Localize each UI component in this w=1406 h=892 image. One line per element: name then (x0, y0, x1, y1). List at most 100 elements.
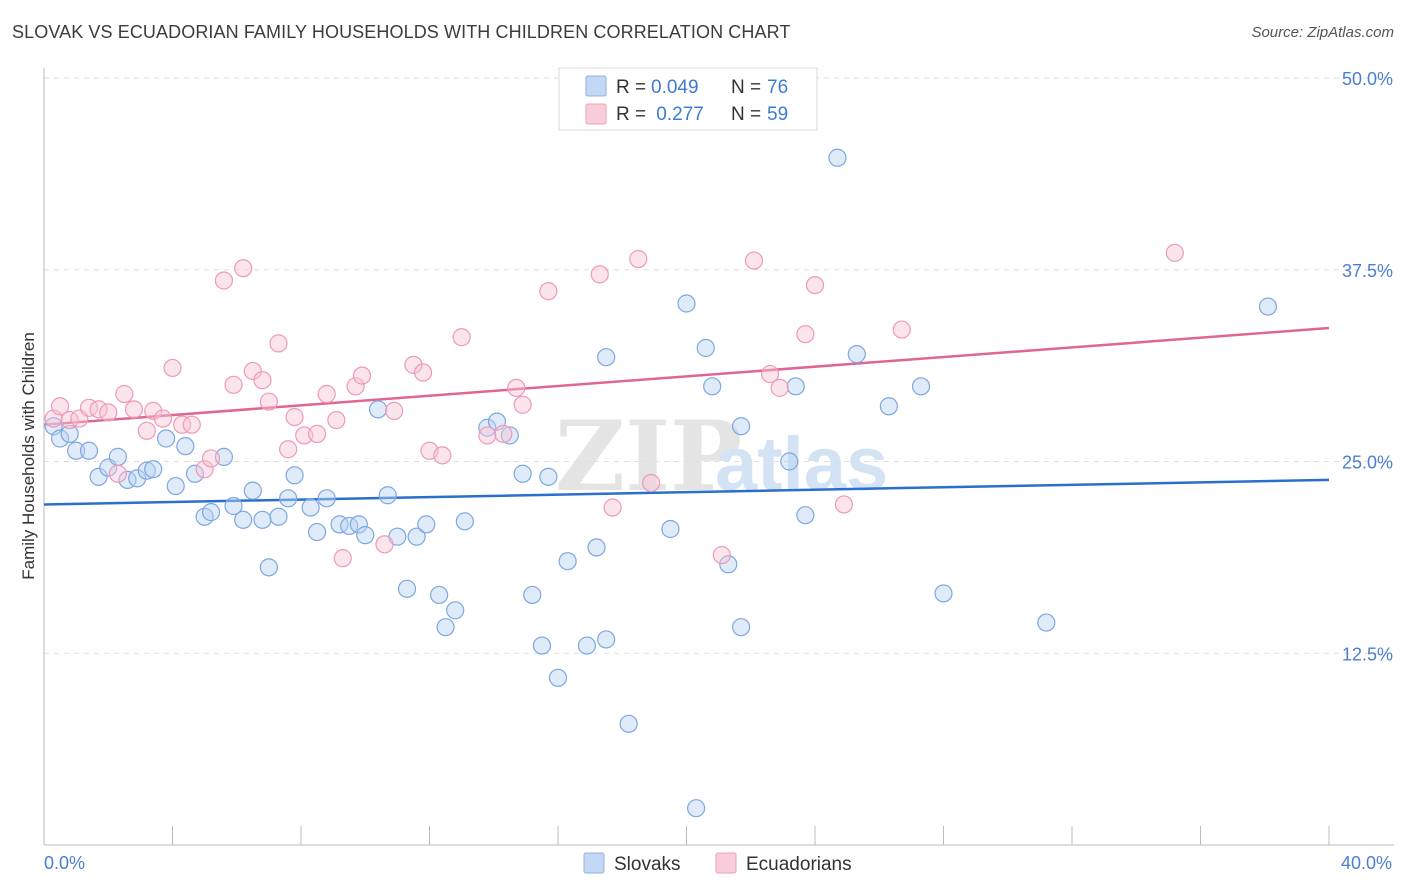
slovaks-n-value: 76 (767, 77, 788, 98)
ecuadorians-point (744, 251, 764, 270)
ecuadorians-point (404, 355, 423, 374)
slovaks-point (577, 636, 597, 655)
watermark: ZIP atlas (555, 400, 888, 513)
slovaks-point (587, 538, 606, 557)
ecuadorians-point (478, 426, 497, 445)
y-tick-label: 37.5% (1342, 261, 1393, 281)
slovaks-point (349, 515, 368, 534)
stats-legend: R = 0.049 N = 76 R = 0.277 N = 59 (558, 67, 818, 131)
slovaks-point (732, 417, 751, 436)
ecuadorians-point (712, 545, 731, 565)
slovaks-point (108, 447, 127, 466)
ecuadorians-r-label: R = (616, 104, 646, 125)
ecuadorians-point (346, 377, 365, 396)
slovaks-point (397, 579, 417, 598)
slovaks-point (677, 294, 696, 313)
x-tick-label-min: 0.0% (44, 853, 85, 873)
ecuadorians-point (163, 358, 182, 378)
slovaks-point (500, 426, 519, 445)
ecuadorians-point (144, 401, 163, 420)
ecuadorians-point (108, 464, 127, 483)
slovaks-point (661, 519, 680, 539)
slovaks-point (60, 424, 79, 443)
ecuadorians-n-label: N = (731, 104, 761, 125)
slovaks-point (224, 496, 243, 516)
ecuadorians-point (433, 446, 452, 465)
ecuadorians-point (805, 275, 825, 295)
slovaks-point (356, 526, 375, 545)
ecuadorians-point (153, 409, 172, 428)
slovaks-point (619, 714, 638, 733)
series-legend: Slovaks Ecuadorians (583, 852, 852, 875)
slovaks-point (523, 585, 542, 605)
ecuadorians-trend-line (43, 326, 1330, 426)
ecuadorians-point (50, 397, 70, 416)
ecuadorians-legend-swatch (585, 103, 607, 125)
slovaks-point (378, 486, 397, 505)
slovaks-point (269, 507, 288, 526)
slovaks-point (719, 555, 738, 574)
slovaks-bottom-label: Slovaks (614, 854, 681, 875)
y-tick-label: 25.0% (1342, 453, 1393, 473)
ecuadorians-point (629, 249, 648, 269)
slovaks-point (513, 464, 532, 483)
slovaks-point (703, 377, 722, 396)
x-tick-label-max: 40.0% (1341, 853, 1392, 873)
ecuadorians-point (642, 473, 661, 493)
ecuadorians-point (352, 366, 372, 385)
slovaks-point (532, 636, 552, 655)
ecuadorians-point (214, 271, 233, 290)
ecuadorians-point (494, 424, 513, 443)
chart-title: SLOVAK VS ECUADORIAN FAMILY HOUSEHOLDS W… (12, 22, 791, 42)
slovaks-point (446, 601, 465, 620)
slovaks-point (301, 498, 320, 517)
slovaks-point (285, 466, 304, 485)
slovaks-trend-line (43, 478, 1330, 506)
ecuadorians-r-value: 0.277 (651, 104, 704, 125)
slovaks-point (687, 799, 706, 818)
ecuadorians-point (834, 495, 854, 514)
ecuadorians-n-value: 59 (767, 104, 788, 125)
ecuadorians-point (327, 410, 346, 430)
ecuadorians-point (1165, 243, 1184, 262)
slovaks-point (195, 507, 214, 526)
y-tick-label: 50.0% (1342, 69, 1393, 89)
slovaks-point (780, 452, 799, 471)
x-axis-ticks (43, 826, 1330, 845)
ecuadorians-point (413, 363, 433, 382)
slovaks-point (879, 397, 898, 416)
slovaks-point (407, 527, 426, 546)
ecuadorians-point (603, 498, 622, 517)
ecuadorians-point (307, 424, 327, 443)
slovaks-point (548, 668, 568, 687)
watermark-atlas: atlas (715, 422, 888, 507)
slovaks-points (44, 148, 1278, 818)
ecuadorians-point (317, 384, 336, 404)
slovaks-point (436, 618, 455, 637)
slovaks-point (478, 418, 497, 437)
ecuadorians-point (137, 421, 156, 440)
slovaks-point (417, 515, 436, 534)
slovaks-point (786, 377, 805, 396)
ecuadorians-point (182, 415, 201, 434)
slovaks-point (79, 441, 99, 460)
slovaks-point (934, 584, 953, 603)
slovaks-point (430, 585, 449, 605)
ecuadorians-point (269, 334, 288, 353)
slovaks-point (828, 148, 847, 167)
slovaks-point (696, 338, 715, 358)
slovaks-point (597, 630, 616, 649)
trend-lines (43, 326, 1330, 506)
y-tick-labels: 12.5% 25.0% 37.5% 50.0% (1342, 69, 1393, 664)
ecuadorians-point (224, 375, 243, 394)
slovaks-r-value: 0.049 (651, 77, 699, 98)
slovaks-point (307, 522, 327, 542)
slovaks-point (185, 464, 205, 483)
slovaks-point (911, 377, 931, 396)
ecuadorians-point (539, 282, 558, 301)
slovaks-point (455, 512, 474, 531)
slovaks-point (67, 441, 86, 460)
slovaks-point (796, 506, 815, 525)
ecuadorians-point (770, 378, 789, 397)
slovaks-point (1258, 297, 1278, 316)
